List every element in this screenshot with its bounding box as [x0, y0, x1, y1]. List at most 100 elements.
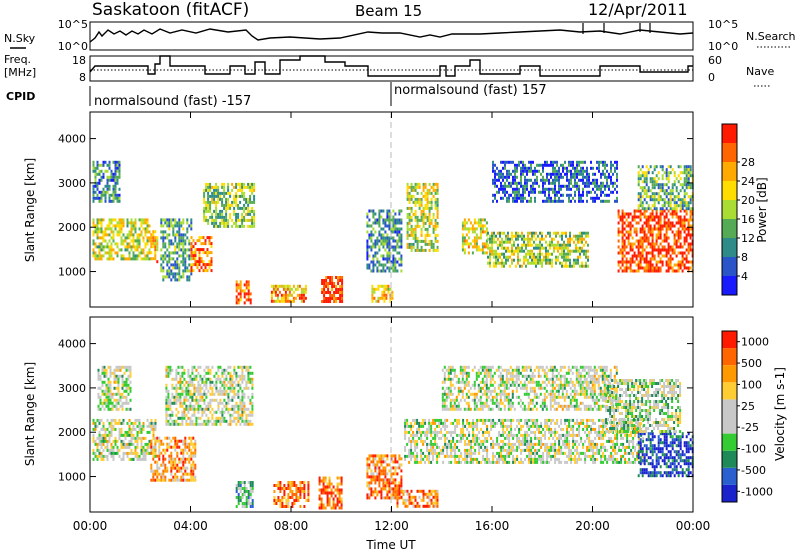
range-cell — [508, 175, 510, 179]
range-cell — [300, 290, 303, 294]
range-cell — [667, 257, 670, 261]
range-cell — [569, 243, 571, 247]
range-cell — [194, 260, 197, 264]
range-cell — [154, 469, 157, 473]
range-cell — [150, 239, 153, 243]
range-cell — [645, 165, 648, 169]
range-cell — [653, 245, 656, 249]
range-cell — [398, 251, 401, 255]
range-cell — [671, 245, 674, 249]
range-cell — [144, 451, 147, 455]
range-cell — [510, 184, 512, 188]
range-cell — [621, 227, 624, 231]
range-cell — [247, 289, 250, 293]
range-cell — [209, 209, 212, 213]
range-cell — [239, 206, 242, 210]
range-cell — [215, 422, 218, 426]
range-cell — [515, 249, 517, 253]
range-cell — [568, 196, 570, 200]
range-cell — [106, 251, 109, 255]
range-cell — [241, 389, 244, 393]
range-cell — [430, 203, 433, 207]
range-cell — [243, 386, 246, 390]
range-cell — [655, 180, 658, 184]
range-cell — [148, 424, 151, 428]
range-cell — [118, 227, 121, 231]
range-cell — [540, 172, 542, 176]
range-cell — [138, 251, 141, 255]
range-cell — [207, 185, 210, 189]
range-cell — [174, 224, 177, 228]
range-cell — [378, 269, 381, 273]
range-cell — [253, 215, 256, 219]
range-cell — [374, 245, 377, 249]
range-cell — [204, 251, 207, 255]
range-cell — [418, 200, 421, 204]
range-cell — [213, 218, 216, 222]
range-cell — [687, 171, 690, 175]
range-cell — [530, 190, 532, 194]
range-cell — [187, 380, 190, 384]
range-cell — [237, 298, 240, 302]
range-cell — [623, 212, 626, 216]
range-cell — [649, 242, 652, 246]
range-cell — [243, 218, 246, 222]
range-cell — [120, 236, 123, 240]
range-cell — [227, 410, 230, 414]
range-cell — [219, 392, 222, 396]
range-cell — [318, 476, 321, 480]
range-cell — [192, 442, 195, 446]
cpid-segment-2: normalsound (fast) 157 — [394, 83, 547, 98]
range-cell — [492, 166, 494, 170]
range-cell — [225, 377, 228, 381]
range-cell — [168, 272, 171, 276]
range-cell — [225, 401, 228, 405]
range-cell — [322, 479, 325, 483]
range-cell — [463, 248, 466, 252]
range-cell — [610, 163, 612, 167]
range-cell — [190, 227, 193, 231]
range-cell — [473, 221, 476, 225]
range-cell — [281, 502, 284, 505]
range-cell — [165, 383, 168, 387]
range-cell — [677, 195, 680, 199]
range-cell — [150, 242, 153, 246]
range-cell — [114, 181, 117, 185]
range-cell — [201, 377, 204, 381]
range-cell — [229, 386, 232, 390]
range-cell — [539, 249, 541, 253]
range-cell — [101, 383, 104, 387]
range-cell — [235, 422, 238, 426]
range-cell — [225, 224, 228, 228]
range-cell — [245, 383, 248, 387]
range-cell — [681, 254, 684, 258]
range-cell — [372, 260, 375, 264]
range-cell — [199, 392, 202, 396]
range-cell — [689, 233, 692, 237]
range-cell — [681, 204, 684, 208]
range-cell — [386, 481, 389, 485]
range-cell — [492, 199, 494, 203]
range-cell — [523, 234, 525, 238]
range-cell — [241, 212, 244, 216]
range-cell — [116, 233, 119, 237]
range-cell — [508, 199, 510, 203]
range-cell — [140, 436, 143, 440]
range-cell — [332, 500, 335, 504]
range-cell — [374, 263, 377, 267]
range-cell — [473, 245, 476, 249]
range-cell — [249, 505, 252, 508]
range-cell — [659, 212, 662, 216]
range-cell — [481, 224, 484, 228]
range-cell — [325, 276, 328, 279]
range-cell — [193, 365, 196, 369]
range-cell — [463, 224, 466, 228]
range-cell — [463, 251, 466, 255]
range-cell — [154, 248, 157, 252]
range-cell — [154, 472, 157, 476]
range-cell — [168, 436, 171, 440]
range-cell — [573, 240, 575, 244]
range-cell — [181, 374, 184, 378]
freq-label-line1: Freq. — [4, 53, 31, 66]
range-cell — [96, 196, 99, 200]
